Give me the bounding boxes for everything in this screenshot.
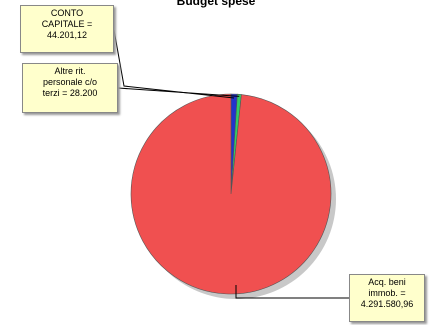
leader-conto-capitale [113, 29, 235, 99]
leader-lines [113, 29, 349, 299]
leader-acq-beni [235, 285, 349, 299]
chart-title: Budget spese [176, 0, 256, 8]
callout-conto-capitale: CONTO CAPITALE = 44.201,12 [20, 5, 114, 53]
callout-altre-rit: Altre rit. personale c/o terzi = 28.200 [22, 63, 118, 113]
callout-acq-beni: Acq. beni immob. = 4.291.580,96 [349, 274, 425, 322]
leader-altre-rit [117, 87, 240, 97]
pie-slice-2 [130, 93, 332, 295]
pie-slices [130, 93, 332, 295]
